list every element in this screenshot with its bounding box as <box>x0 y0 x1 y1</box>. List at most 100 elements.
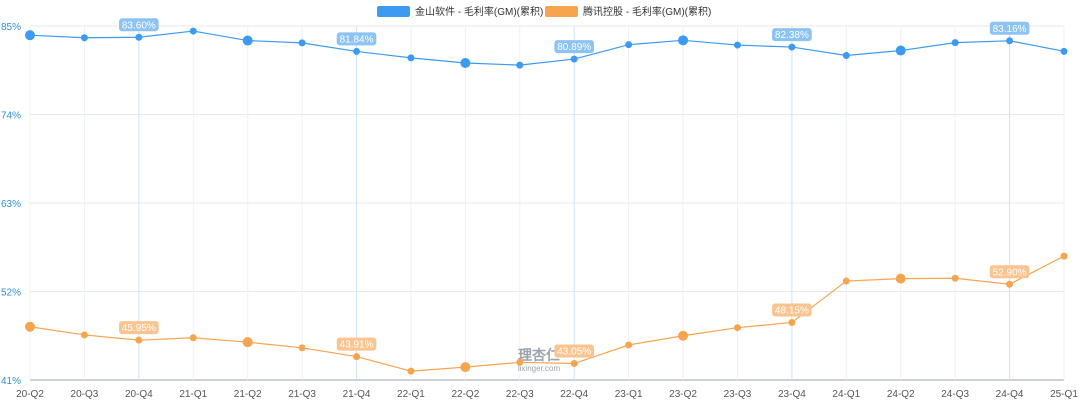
data-label: 45.95% <box>119 321 159 335</box>
data-label-text: 45.95% <box>122 323 156 334</box>
x-tick-label: 23-Q2 <box>669 389 697 400</box>
data-label-text: 81.84% <box>340 34 374 45</box>
data-point[interactable] <box>570 360 578 368</box>
data-label-text: 52.90% <box>993 267 1027 278</box>
y-tick-label: 52% <box>1 288 21 299</box>
series-layer <box>25 27 1068 375</box>
data-point[interactable] <box>895 45 906 56</box>
data-point[interactable] <box>895 273 906 284</box>
y-tick-label: 74% <box>1 111 21 122</box>
data-point[interactable] <box>407 367 415 375</box>
data-point[interactable] <box>135 33 143 41</box>
data-point[interactable] <box>80 34 88 42</box>
y-tick-label: 63% <box>1 199 21 210</box>
data-point[interactable] <box>242 35 253 46</box>
grid-lines <box>29 25 1065 381</box>
data-point[interactable] <box>1006 37 1014 45</box>
x-tick-label: 22-Q4 <box>560 389 588 400</box>
legend[interactable]: 金山软件 - 毛利率(GM)(累积) 腾讯控股 - 毛利率(GM)(累积) <box>377 5 711 18</box>
axes: 85% 74% 63% 52% 41% 20-Q2 20-Q3 20-Q4 21-Q1 21-Q2… <box>1 22 1078 400</box>
x-tick-label: 20-Q2 <box>16 389 44 400</box>
data-point[interactable] <box>678 330 689 341</box>
data-labels-layer: 83.60% 81.84% 80.89% 82.38% 83.16% 45.95% 43.9… <box>119 18 1030 358</box>
data-label-bg <box>119 18 159 32</box>
data-point[interactable] <box>516 61 524 69</box>
data-label-bg <box>336 337 377 351</box>
data-point[interactable] <box>842 277 850 285</box>
y-tick-label: 85% <box>1 22 21 33</box>
x-tick-label: 23-Q4 <box>778 389 806 400</box>
x-tick-label: 24-Q3 <box>941 389 969 400</box>
data-label: 52.90% <box>989 265 1030 279</box>
legend-item-2[interactable]: 腾讯控股 - 毛利率(GM)(累积) <box>545 5 711 18</box>
data-point[interactable] <box>242 337 253 348</box>
data-label: 81.84% <box>336 32 377 46</box>
x-tick-label: 22-Q3 <box>506 389 534 400</box>
data-point[interactable] <box>353 353 361 361</box>
data-point[interactable] <box>733 41 741 49</box>
watermark-url: lixinger.com <box>518 364 561 373</box>
data-label-bg <box>772 303 812 317</box>
data-point[interactable] <box>25 30 35 41</box>
x-tick-label: 20-Q3 <box>71 389 99 400</box>
data-point[interactable] <box>1060 47 1068 55</box>
data-label-text: 43.91% <box>340 340 374 351</box>
legend-item-1[interactable]: 金山软件 - 毛利率(GM)(累积) <box>377 5 543 18</box>
data-point[interactable] <box>788 43 796 51</box>
data-point[interactable] <box>189 334 197 342</box>
data-point[interactable] <box>516 358 524 366</box>
data-point[interactable] <box>80 331 88 339</box>
data-point[interactable] <box>625 41 633 49</box>
data-point[interactable] <box>733 324 741 332</box>
x-tick-label: 22-Q1 <box>397 389 425 400</box>
data-point[interactable] <box>353 47 361 55</box>
x-tick-label: 21-Q4 <box>343 389 371 400</box>
data-point[interactable] <box>189 27 197 35</box>
data-label: 82.38% <box>772 28 812 42</box>
data-point[interactable] <box>678 35 689 46</box>
x-tick-label: 21-Q2 <box>234 389 262 400</box>
data-point[interactable] <box>842 52 850 60</box>
data-label: 83.16% <box>989 21 1030 35</box>
x-tick-label: 21-Q1 <box>179 389 207 400</box>
x-tick-label: 23-Q1 <box>615 389 643 400</box>
x-tick-label: 23-Q3 <box>724 389 752 400</box>
data-point[interactable] <box>298 344 306 352</box>
legend-label: 金山软件 - 毛利率(GM)(累积) <box>415 5 543 18</box>
data-label-bg <box>989 21 1030 35</box>
x-tick-label: 24-Q1 <box>832 389 860 400</box>
data-point[interactable] <box>951 39 959 47</box>
data-point[interactable] <box>951 274 959 282</box>
legend-swatch <box>545 6 578 17</box>
watermark: 理杏仁 lixinger.com <box>518 347 561 373</box>
data-point[interactable] <box>407 54 415 62</box>
data-point[interactable] <box>460 58 471 69</box>
data-point[interactable] <box>25 321 35 332</box>
x-tick-label: 20-Q4 <box>125 389 153 400</box>
data-point[interactable] <box>570 55 578 63</box>
watermark-logo: 理杏仁 <box>518 347 560 363</box>
data-label-text: 83.16% <box>993 24 1027 35</box>
x-tick-label: 24-Q2 <box>887 389 915 400</box>
y-tick-label: 41% <box>1 376 21 387</box>
data-label-bg <box>336 32 377 46</box>
series-1 <box>25 27 1068 69</box>
data-point[interactable] <box>1060 252 1068 260</box>
data-point[interactable] <box>460 362 471 373</box>
data-label-text: 82.38% <box>775 30 809 41</box>
data-point[interactable] <box>135 336 143 344</box>
data-label-text: 83.60% <box>122 20 156 31</box>
data-label: 80.89% <box>554 40 595 54</box>
data-label-bg <box>119 321 159 335</box>
data-point[interactable] <box>298 39 306 47</box>
x-tick-label: 22-Q2 <box>451 389 479 400</box>
data-point[interactable] <box>1006 280 1014 288</box>
legend-swatch <box>377 6 410 17</box>
legend-label: 腾讯控股 - 毛利率(GM)(累积) <box>583 5 711 18</box>
data-label-text: 80.89% <box>557 42 591 53</box>
data-point[interactable] <box>788 318 796 326</box>
data-point[interactable] <box>625 341 633 349</box>
data-label-text: 48.15% <box>775 305 809 316</box>
data-label-bg <box>989 265 1030 279</box>
